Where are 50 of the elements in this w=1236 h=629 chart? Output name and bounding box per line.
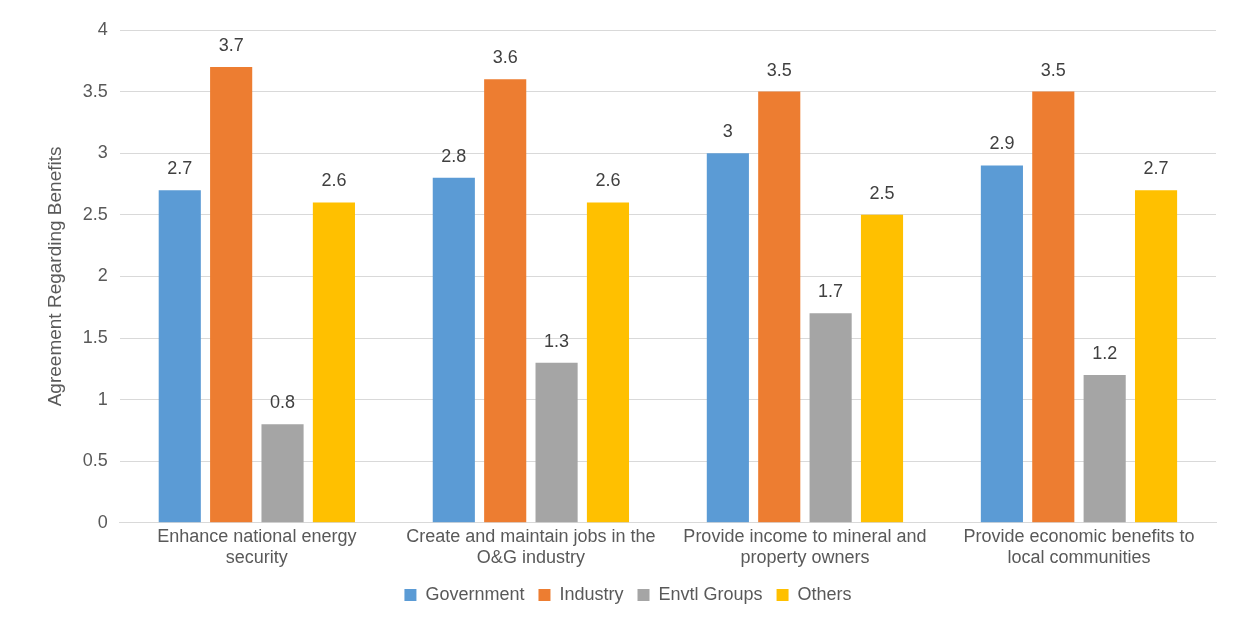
bar <box>312 202 355 523</box>
bar <box>860 214 904 523</box>
data-label: 2.8 <box>441 145 467 166</box>
y-tick-label: 2 <box>97 265 108 286</box>
legend-label: Industry <box>559 583 624 604</box>
data-label: 1.2 <box>1092 342 1118 363</box>
x-tick-label: Enhance national energy security <box>157 525 357 568</box>
bar <box>1134 190 1178 523</box>
data-label: 2.9 <box>989 133 1015 154</box>
bar <box>210 66 253 523</box>
legend-label: Others <box>797 583 852 604</box>
data-label: 3.7 <box>218 34 244 55</box>
bar <box>535 362 578 523</box>
y-tick-label: 0.5 <box>82 450 108 471</box>
data-label: 2.6 <box>321 170 347 191</box>
data-label: 3.6 <box>492 47 518 68</box>
bar <box>980 165 1023 523</box>
bar <box>809 313 852 523</box>
bar <box>1083 374 1126 523</box>
y-tick-label: 4 <box>97 18 108 39</box>
bar <box>432 177 475 523</box>
bar <box>758 91 801 523</box>
legend-label: Envtl Groups <box>658 583 763 604</box>
y-axis-title: Agreement Regarding Benefits <box>43 146 65 407</box>
bar <box>586 202 630 523</box>
y-tick-label: 2.5 <box>82 203 108 224</box>
bar <box>484 79 527 523</box>
bar <box>261 424 304 523</box>
data-label: 3.5 <box>766 59 792 80</box>
data-label: 3 <box>722 121 733 142</box>
y-tick-label: 3 <box>97 142 108 163</box>
y-tick-label: 1 <box>97 388 108 409</box>
data-label: 3.5 <box>1040 59 1066 80</box>
y-tick-label: 1.5 <box>82 326 108 347</box>
data-label: 0.8 <box>270 392 296 413</box>
bar <box>158 190 201 523</box>
data-label: 1.3 <box>544 330 570 351</box>
data-label: 1.7 <box>818 281 844 302</box>
y-tick-label: 0 <box>97 511 108 532</box>
data-label: 2.7 <box>167 158 193 179</box>
x-tick-label: Provide income to mineral and property owners <box>683 525 927 568</box>
y-tick-label: 3.5 <box>82 80 108 101</box>
data-label: 2.7 <box>1143 158 1169 179</box>
legend-label: Government <box>425 583 525 604</box>
x-tick-label: Provide economic benefits to local communities <box>963 525 1195 568</box>
data-label: 2.5 <box>869 182 895 203</box>
bar <box>706 153 749 523</box>
x-tick-label: Create and maintain jobs in the O&G industry <box>406 525 656 568</box>
data-label: 2.6 <box>595 170 621 191</box>
bar <box>1032 91 1075 523</box>
